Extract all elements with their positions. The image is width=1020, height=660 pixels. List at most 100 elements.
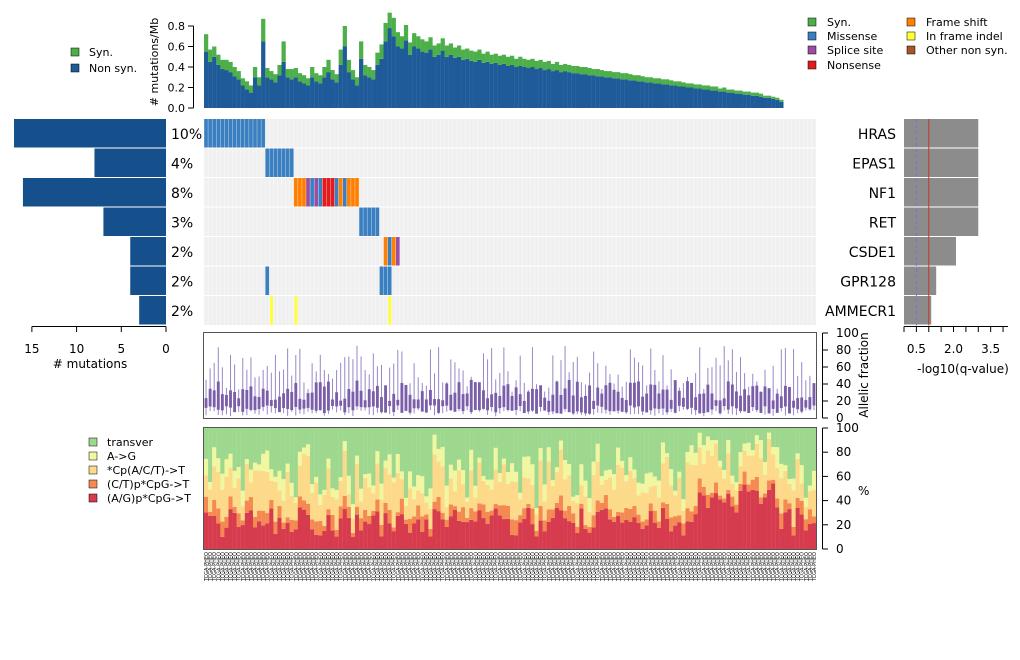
allelic-fraction-box: [690, 382, 693, 408]
mutation-spectrum-segment: [656, 527, 662, 549]
sample-label: TCGA-PHEO: [543, 552, 549, 582]
mutation-spectrum-segment: [648, 472, 653, 487]
allelic-fraction-box: [592, 400, 596, 409]
mutation-spectrum-segment: [546, 521, 551, 549]
allelic-fraction-box: [269, 400, 273, 407]
mutation-spectrum-segment: [750, 479, 755, 490]
sample-label: TCGA-PHEO: [477, 552, 483, 582]
sample-label: TCGA-PHEO: [771, 552, 777, 582]
mutation-spectrum-segment: [538, 428, 543, 449]
mutation-spectrum-segment: [685, 508, 690, 522]
sample-label: TCGA-PHEO: [530, 552, 536, 582]
mutation-spectrum-segment: [550, 517, 556, 549]
mutation-spectrum-segment: [750, 489, 755, 549]
mutation-spectrum-segment: [269, 428, 274, 470]
sample-label: TCGA-PHEO: [204, 552, 210, 582]
type-legend-label: Missense: [827, 30, 877, 43]
rate-bar-syn: [383, 22, 388, 42]
sample-label: TCGA-PHEO: [339, 552, 345, 582]
mutation-spectrum-segment: [232, 487, 237, 507]
mutation-spectrum-segment: [501, 464, 507, 506]
mutation-spectrum-segment: [811, 470, 817, 491]
rate-bar-syn: [742, 91, 747, 95]
rate-bar-nonsyn: [779, 101, 784, 108]
rate-bar-nonsyn: [428, 49, 433, 108]
mutation-spectrum-segment: [652, 476, 658, 486]
mutation-spectrum-segment: [330, 496, 335, 515]
mutation-spectrum-segment: [697, 432, 702, 448]
rate-bar-nonsyn: [269, 79, 274, 108]
sample-label: TCGA-PHEO: [681, 552, 687, 582]
rate-bar-syn: [563, 63, 568, 72]
allelic-fraction-box: [641, 396, 645, 412]
mutation-spectrum-segment: [644, 493, 649, 520]
allelic-fraction-box: [294, 382, 298, 407]
mutation-spectrum-segment: [257, 464, 262, 471]
mutation-spectrum-segment: [293, 502, 298, 521]
mutation-spectrum-segment: [510, 481, 515, 520]
rate-bar-syn: [620, 73, 625, 80]
rate-bar-syn: [583, 67, 588, 75]
sample-label: TCGA-PHEO: [424, 552, 430, 582]
mutation-spectrum-segment: [293, 497, 298, 503]
sample-label: TCGA-PHEO: [453, 552, 459, 582]
mutation-spectrum-segment: [669, 485, 674, 518]
mutation-rate-y-axis: 0.0 0.2 0.4 0.6 0.8: [168, 20, 194, 115]
rate-bar-syn: [522, 58, 527, 67]
rate-bar-syn: [318, 75, 323, 84]
mutation-spectrum-segment: [640, 528, 645, 549]
allelic-fraction-box: [371, 391, 375, 407]
sample-label: TCGA-PHEO: [673, 552, 679, 582]
rate-bar-syn: [444, 45, 449, 57]
mutation-spectrum-segment: [489, 479, 494, 490]
mutation-spectrum-segment: [236, 513, 241, 527]
mutation-spectrum-segment: [758, 497, 764, 504]
rate-bar-nonsyn: [204, 51, 209, 108]
rate-bar-nonsyn: [685, 87, 690, 108]
mutation-spectrum-segment: [452, 491, 458, 507]
sample-label: TCGA-PHEO: [461, 552, 467, 582]
mutation-spectrum-segment: [583, 525, 588, 529]
sample-label: TCGA-PHEO: [286, 552, 292, 582]
rate-bar-nonsyn: [420, 51, 425, 108]
allelic-fraction-box: [261, 388, 265, 407]
rate-bar-syn: [530, 58, 535, 67]
sample-label: TCGA-PHEO: [608, 552, 614, 582]
sample-label: TCGA-PHEO: [343, 552, 349, 582]
mutation-spectrum-segment: [783, 512, 788, 549]
rate-bar-nonsyn: [514, 67, 519, 108]
rate-bar-syn: [505, 56, 511, 66]
mutation-spectrum-segment: [448, 504, 454, 517]
mutation-spectrum-segment: [514, 520, 519, 536]
rate-bar-syn: [465, 48, 470, 59]
mutation-spectrum-segment: [705, 507, 711, 549]
mutation-spectrum-segment: [456, 511, 462, 521]
mutation-spectrum-segment: [591, 474, 596, 516]
mutation-spectrum-segment: [440, 447, 445, 467]
mutation-spectrum-segment: [620, 428, 625, 461]
mutation-spectrum-segment: [730, 483, 735, 497]
mutation-spectrum-segment: [334, 536, 339, 549]
sample-label: TCGA-PHEO: [808, 552, 814, 582]
gene-label-nf1: NF1: [869, 186, 896, 202]
sample-label: TCGA-PHEO: [698, 552, 704, 582]
mutation-spectrum-segment: [220, 489, 225, 522]
sample-label: TCGA-PHEO: [783, 552, 789, 582]
rate-bar-syn: [754, 92, 760, 96]
mutation-spectrum-segment: [448, 428, 454, 465]
allelic-fraction-box: [661, 389, 665, 409]
rate-bar-syn: [485, 51, 490, 62]
rate-bar-nonsyn: [665, 84, 670, 108]
mutation-spectrum-segment: [673, 428, 678, 491]
mutation-spectrum-segment: [395, 472, 400, 513]
mutation-spectrum-segment: [783, 428, 788, 466]
mutation-spectrum-segment: [281, 528, 286, 549]
mutation-spectrum-segment: [791, 428, 796, 479]
rate-bar-nonsyn: [775, 99, 780, 108]
rate-bar-syn: [285, 69, 290, 78]
sample-label: TCGA-PHEO: [469, 552, 475, 582]
rate-bar-syn: [607, 71, 613, 78]
rate-bar-syn: [440, 38, 445, 51]
mutation-spectrum-segment: [567, 521, 572, 549]
allelic-fraction-box: [584, 395, 587, 414]
